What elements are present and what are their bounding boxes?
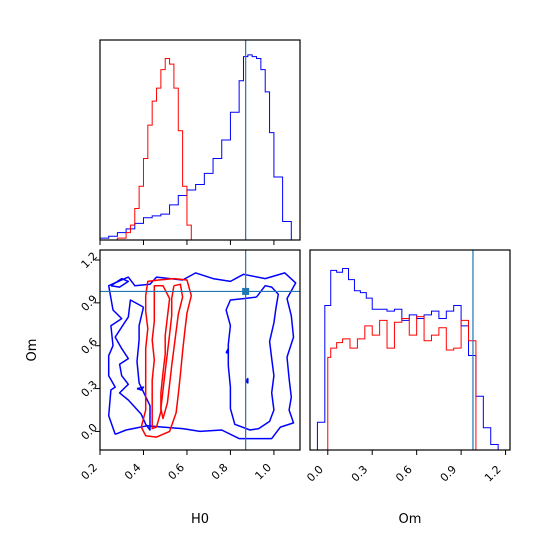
- joint-ytick-label: 1.2: [79, 250, 101, 272]
- contour-blue-outer: [107, 272, 297, 440]
- h0-marginal-series-0: [99, 54, 296, 241]
- om-marginal-xtick-label: 0.3: [349, 463, 371, 485]
- y-axis-label-om: Om: [25, 339, 40, 362]
- joint-truth-marker: [242, 287, 250, 295]
- joint-xtick-label: 0.4: [122, 461, 144, 483]
- om-marginal-panel: 0.0 0.3 0.6 0.9 1.2: [304, 249, 511, 485]
- om-marginal-xtick-label: 0.0: [304, 463, 326, 485]
- h0-marginal-frame: [99, 39, 301, 241]
- joint-ytick-label: 0.0: [79, 421, 101, 443]
- om-marginal-series-0: [316, 268, 499, 450]
- joint-frame: [99, 249, 301, 451]
- x-axis-label-h0: H0: [191, 512, 209, 527]
- h0-marginal-series-1: [116, 58, 192, 240]
- om-marginal-xtick-label: 0.6: [393, 463, 415, 485]
- contour-red-inner-2: [160, 283, 184, 420]
- joint-xtick-label: 1.0: [252, 461, 274, 483]
- contour-blue-blob-2: [110, 277, 130, 288]
- contour-blue-blob-1: [136, 386, 145, 391]
- joint-ytick-label: 0.6: [79, 335, 101, 357]
- om-marginal-series-1: [327, 316, 482, 451]
- contour-blue-blob-4: [245, 377, 249, 384]
- joint-panel: 0.2 0.4 0.6 0.8 1.0 0.0 0.3 0.6 0.9 1.2: [79, 249, 301, 483]
- contour-blue-inner-right: [225, 284, 280, 431]
- contour-red-outer: [140, 277, 193, 438]
- om-marginal-xtick-label: 1.2: [482, 463, 504, 485]
- contour-blue-blob-3: [225, 347, 230, 354]
- contour-blue-inner-left: [114, 299, 151, 431]
- joint-ytick-label: 0.9: [79, 292, 101, 314]
- joint-xtick-label: 0.2: [79, 461, 101, 483]
- x-axis-label-om: Om: [399, 512, 422, 527]
- om-marginal-frame: [309, 249, 511, 451]
- joint-xtick-label: 0.6: [166, 461, 188, 483]
- joint-ytick-label: 0.3: [79, 378, 101, 400]
- h0-marginal-panel: [99, 39, 301, 245]
- joint-xtick-label: 0.8: [209, 461, 231, 483]
- om-marginal-xtick-label: 0.9: [438, 463, 460, 485]
